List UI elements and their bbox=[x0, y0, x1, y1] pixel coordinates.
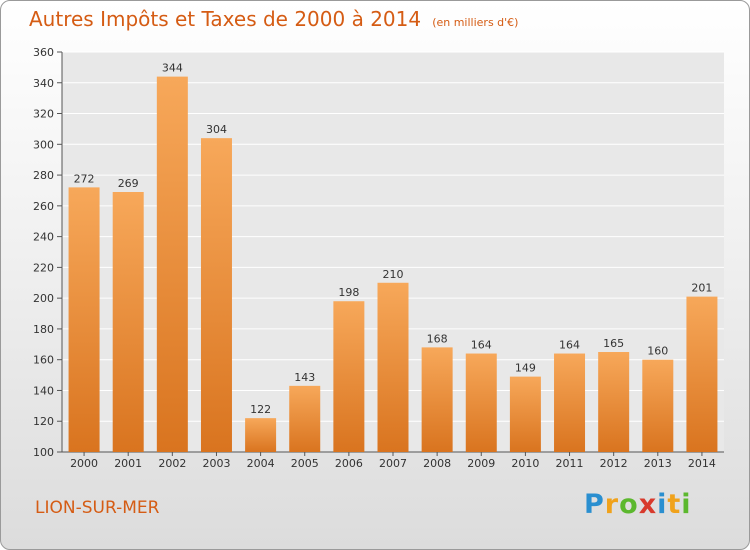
bar-2007 bbox=[377, 282, 409, 452]
bar-value-label: 210 bbox=[383, 268, 404, 281]
x-tick-label: 2002 bbox=[158, 457, 186, 470]
y-tick-label: 240 bbox=[33, 231, 54, 244]
y-tick-label: 260 bbox=[33, 200, 54, 213]
bar-2008 bbox=[421, 347, 453, 452]
bar-2011 bbox=[554, 353, 586, 452]
x-tick-label: 2014 bbox=[688, 457, 716, 470]
bar-2006 bbox=[333, 301, 365, 452]
bar-2002 bbox=[156, 76, 188, 452]
bar-value-label: 149 bbox=[515, 362, 536, 375]
chart-unit: (en milliers d'€) bbox=[432, 16, 519, 29]
x-tick-label: 2012 bbox=[600, 457, 628, 470]
x-tick-label: 2010 bbox=[511, 457, 539, 470]
y-tick-label: 200 bbox=[33, 292, 54, 305]
bar-value-label: 143 bbox=[294, 371, 315, 384]
bar-2012 bbox=[598, 352, 630, 452]
bar-value-label: 198 bbox=[338, 286, 359, 299]
bar-2010 bbox=[509, 376, 541, 452]
y-tick-label: 140 bbox=[33, 384, 54, 397]
bar-value-label: 269 bbox=[118, 177, 139, 190]
chart-title-block: Autres Impôts et Taxes de 2000 à 2014 (e… bbox=[29, 7, 518, 31]
x-tick-label: 2008 bbox=[423, 457, 451, 470]
bar-2001 bbox=[112, 192, 144, 452]
x-tick-label: 2005 bbox=[291, 457, 319, 470]
proxiti-logo: Proxiti bbox=[584, 489, 692, 520]
y-tick-label: 360 bbox=[33, 46, 54, 59]
commune-name: LION-SUR-MER bbox=[35, 498, 160, 518]
bar-value-label: 160 bbox=[647, 345, 668, 358]
y-tick-label: 300 bbox=[33, 138, 54, 151]
y-tick-label: 160 bbox=[33, 354, 54, 367]
bar-2009 bbox=[465, 353, 497, 452]
bar-2005 bbox=[289, 385, 321, 452]
x-tick-label: 2011 bbox=[556, 457, 584, 470]
x-tick-label: 2000 bbox=[70, 457, 98, 470]
bar-value-label: 304 bbox=[206, 123, 227, 136]
bar-2013 bbox=[642, 359, 674, 452]
bar-value-label: 122 bbox=[250, 403, 271, 416]
x-tick-label: 2013 bbox=[644, 457, 672, 470]
bar-2004 bbox=[245, 418, 277, 452]
bar-2000 bbox=[68, 187, 100, 452]
bar-value-label: 272 bbox=[74, 172, 95, 185]
y-tick-label: 180 bbox=[33, 323, 54, 336]
bar-value-label: 344 bbox=[162, 62, 183, 75]
bar-2014 bbox=[686, 296, 718, 452]
bar-2003 bbox=[200, 138, 232, 452]
chart-title: Autres Impôts et Taxes de 2000 à 2014 bbox=[29, 7, 422, 31]
bar-value-label: 164 bbox=[471, 339, 492, 352]
x-tick-label: 2006 bbox=[335, 457, 363, 470]
y-tick-label: 320 bbox=[33, 108, 54, 121]
x-tick-label: 2009 bbox=[467, 457, 495, 470]
y-tick-label: 280 bbox=[33, 169, 54, 182]
x-tick-label: 2007 bbox=[379, 457, 407, 470]
bar-value-label: 164 bbox=[559, 339, 580, 352]
bar-value-label: 201 bbox=[691, 282, 712, 295]
y-tick-label: 100 bbox=[33, 446, 54, 459]
y-tick-label: 340 bbox=[33, 77, 54, 90]
x-tick-label: 2001 bbox=[114, 457, 142, 470]
x-tick-label: 2003 bbox=[202, 457, 230, 470]
y-tick-label: 120 bbox=[33, 415, 54, 428]
bar-value-label: 165 bbox=[603, 337, 624, 350]
x-tick-label: 2004 bbox=[247, 457, 275, 470]
bar-value-label: 168 bbox=[427, 332, 448, 345]
y-tick-label: 220 bbox=[33, 261, 54, 274]
